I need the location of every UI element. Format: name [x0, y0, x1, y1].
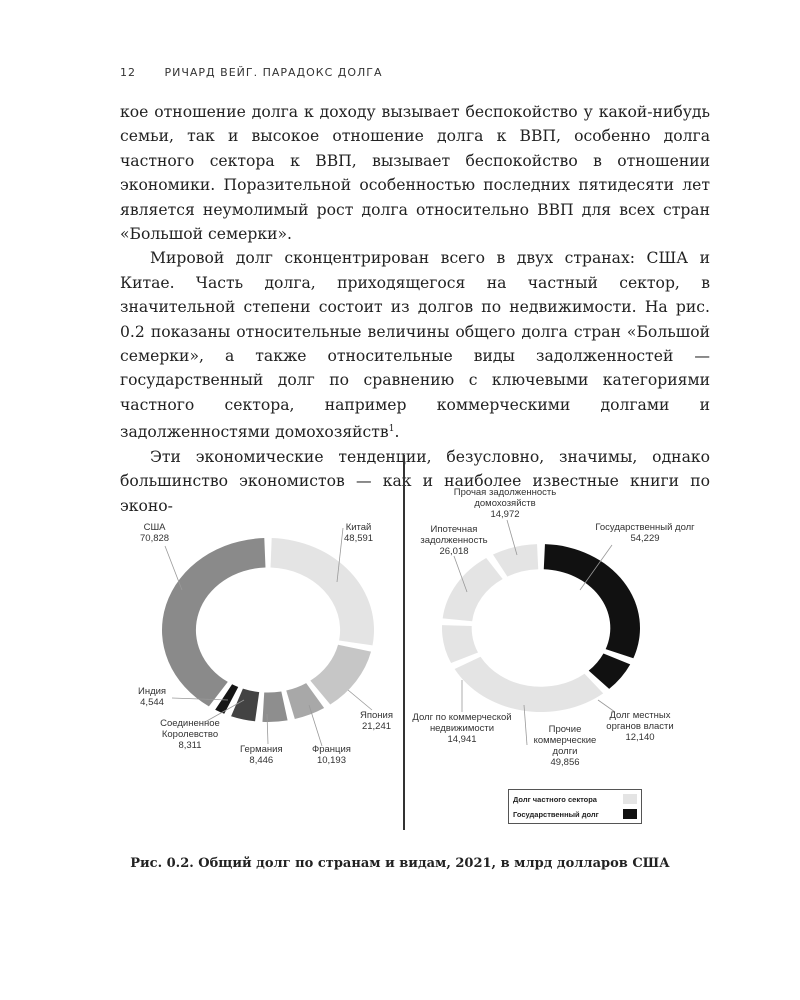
leader-line — [347, 689, 373, 711]
label-india: Индия 4,544 — [138, 686, 167, 708]
leader-line — [579, 544, 613, 591]
leader-line — [523, 704, 528, 746]
label-mortgage-debt: Ипотечная задолженность 26,018 — [420, 524, 488, 557]
paragraph: кое отношение долга к доходу вызывает бе… — [120, 103, 710, 244]
donut-segment — [454, 656, 604, 712]
donut-by-country — [162, 538, 375, 722]
donut-segment — [162, 538, 266, 707]
donut-segment — [492, 544, 539, 577]
running-title: РИЧАРД ВЕЙГ. ПАРАДОКС ДОЛГА — [164, 66, 383, 79]
leader-lines — [164, 519, 616, 747]
legend-label: Долг частного сектора — [513, 794, 597, 804]
running-header: 12 РИЧАРД ВЕЙГ. ПАРАДОКС ДОЛГА — [120, 66, 383, 79]
footnote-mark[interactable]: 1 — [388, 424, 395, 435]
donut-segment — [262, 691, 288, 722]
donut-segment — [310, 644, 372, 705]
chart-legend: Долг частного сектора Государственный до… — [508, 789, 642, 824]
leader-line — [597, 699, 616, 713]
donut-segment — [231, 688, 260, 722]
donut-segment — [286, 683, 325, 720]
legend-item-government: Государственный долг — [509, 805, 641, 820]
page-number: 12 — [120, 66, 136, 79]
leader-line — [453, 555, 468, 593]
label-usa: США 70,828 — [140, 522, 170, 544]
donut-segment — [270, 538, 375, 646]
leader-line — [164, 545, 183, 591]
label-local-government-debt: Долг местных органов власти 12,140 — [606, 710, 674, 743]
figure-divider — [403, 455, 405, 830]
figure-caption: Рис. 0.2. Общий долг по странам и видам,… — [130, 856, 670, 871]
legend-label: Государственный долг — [513, 809, 599, 819]
label-france: Франция 10,193 — [312, 744, 351, 766]
paragraph: Мировой долг сконцентрирован всего в дву… — [120, 249, 710, 442]
leader-line — [266, 713, 269, 745]
label-commercial-real-estate-debt: Долг по коммерческой недвижимости 14,941 — [412, 712, 512, 745]
legend-item-private: Долг частного сектора — [509, 790, 641, 805]
donut-segment — [215, 684, 239, 714]
body-text: кое отношение долга к доходу вызывает бе… — [120, 100, 710, 518]
donut-segment — [543, 544, 640, 659]
legend-swatch — [623, 809, 637, 819]
label-uk: Соединенное Королевство 8,311 — [160, 718, 220, 751]
label-germany: Германия 8,446 — [240, 744, 283, 766]
leader-line — [308, 704, 323, 747]
donut-by-type — [441, 544, 640, 712]
legend-swatch — [623, 794, 637, 804]
leader-line — [336, 527, 344, 583]
leader-line — [171, 697, 229, 701]
leader-line — [204, 699, 245, 723]
label-china: Китай 48,591 — [344, 522, 374, 544]
label-other-commercial-debt: Прочие коммерческие долги 49,856 — [533, 724, 597, 768]
label-government-debt: Государственный долг 54,229 — [595, 522, 695, 544]
leader-line — [506, 519, 518, 556]
donut-segment — [441, 625, 479, 664]
label-other-household-debt: Прочая задолженность домохозяйств 14,972 — [453, 487, 557, 520]
label-japan: Япония 21,241 — [360, 710, 393, 732]
donut-segment — [442, 558, 503, 622]
paragraph: Эти экономические тенденции, безусловно,… — [120, 447, 710, 515]
paragraph-text: Мировой долг сконцентрирован всего в дву… — [120, 249, 710, 442]
donut-segment — [588, 653, 631, 689]
